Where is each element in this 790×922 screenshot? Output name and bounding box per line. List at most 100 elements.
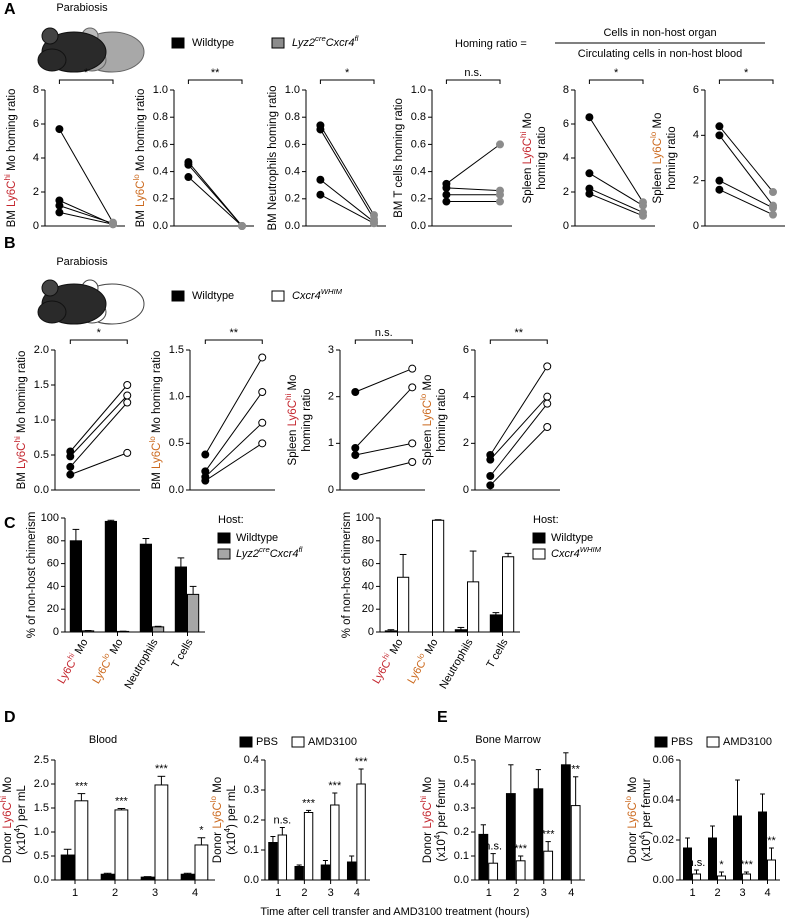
data-point	[109, 220, 117, 229]
y-tick-label: 0.0	[153, 220, 168, 232]
y-tick-label: 0	[693, 220, 699, 232]
panel-label: D	[4, 709, 16, 726]
x-tick-label-part: Ly6C	[405, 658, 428, 686]
data-point	[184, 173, 193, 182]
bar	[742, 873, 751, 881]
x-tick-label: 4	[568, 887, 574, 899]
legend-swatch	[217, 532, 231, 544]
y-tick-label: 3	[328, 344, 334, 356]
bar	[454, 629, 467, 633]
y-tick-label: 0.3	[244, 784, 259, 796]
y-axis-label: Spleen Ly6Chi Mo	[519, 113, 534, 204]
y-axis-label: (x104) per femur	[638, 778, 653, 861]
data-point	[201, 450, 210, 459]
significance-label: ***	[75, 781, 89, 793]
y-axis-label-part: BM	[6, 207, 18, 227]
y-axis-label-part: Mo	[212, 777, 224, 796]
y-axis-label: Donor Ly6Chi Mo	[419, 777, 434, 863]
bar	[174, 566, 188, 633]
y-axis-label-part: lo	[419, 393, 428, 400]
y-axis-label-part: ) per femur	[436, 778, 448, 834]
significance-label: *	[719, 859, 724, 871]
y-axis-label-part: ) per mL	[16, 785, 28, 828]
significance-bracket	[445, 79, 501, 84]
bar	[277, 834, 288, 881]
panel-label: E	[437, 709, 448, 726]
y-tick-label: 2.0	[34, 778, 49, 790]
y-axis-label-part: hi	[0, 796, 8, 802]
y-tick-label: 0.5	[169, 437, 184, 449]
bar	[346, 861, 357, 881]
legend-label-part: cre	[259, 545, 270, 554]
y-axis-label: Spleen Ly6Clo Mo	[649, 113, 664, 204]
y-tick-label: 0.5	[454, 754, 469, 766]
bar	[356, 783, 366, 881]
panel-label: A	[4, 1, 16, 18]
bar	[708, 837, 717, 881]
y-axis-label-part: Donor	[627, 829, 639, 864]
bar	[140, 876, 155, 881]
legend-label-part: Lyz2	[236, 548, 259, 560]
x-tick-label-part: Mo	[71, 637, 91, 659]
y-tick-label: 0.1	[244, 844, 259, 856]
y-axis-label: BM T cells homing ratio	[393, 98, 405, 218]
y-tick-label: 4	[563, 152, 569, 164]
pair-line	[319, 129, 375, 220]
parabiosis-label: Parabiosis	[56, 2, 108, 14]
bar	[100, 873, 115, 881]
significance-bracket	[204, 339, 263, 344]
y-axis-label-part: Donor	[212, 829, 224, 864]
significance-label: n.s.	[464, 67, 482, 79]
bar	[397, 576, 410, 633]
y-tick-label: 0.5	[34, 850, 49, 862]
y-tick-label: 0	[33, 220, 39, 232]
bar	[104, 520, 118, 633]
data-point	[715, 185, 724, 194]
y-axis-label-part: Spleen	[652, 164, 664, 203]
homing-ratio-label: Homing ratio =	[455, 38, 527, 50]
x-tick-label: 3	[152, 887, 158, 899]
pair-line	[69, 402, 128, 468]
legend-swatch	[271, 37, 285, 49]
significance-label: *	[614, 67, 619, 79]
y-tick-label: 0.0	[285, 220, 300, 232]
panel-label: C	[4, 515, 16, 532]
y-tick-label: 4	[463, 391, 469, 403]
y-tick-label: 0.4	[411, 166, 426, 178]
x-tick-label: Neutrophils	[437, 637, 475, 692]
y-axis-label: BM Ly6Clo Mo homing ratio	[148, 351, 163, 490]
data-point	[55, 208, 64, 217]
significance-label: n.s.	[273, 814, 291, 826]
significance-label: *	[345, 67, 350, 79]
chart-title: Bone Marrow	[475, 734, 540, 746]
x-tick-label: Ly6Chi Mo	[367, 635, 405, 686]
data-point	[639, 201, 647, 210]
significance-bracket	[58, 79, 114, 84]
legend-label: Wildtype	[236, 532, 278, 544]
data-point	[769, 210, 777, 219]
legend-label-part: cre	[315, 34, 326, 43]
data-point	[408, 458, 417, 466]
legend-label-part: WHIM	[580, 545, 602, 554]
data-point	[496, 140, 504, 149]
y-axis-label: BM Ly6Chi Mo homing ratio	[13, 351, 28, 490]
data-point	[585, 113, 594, 122]
y-tick-label: 0.0	[454, 874, 469, 886]
x-tick-label: Ly6Chi Mo	[52, 635, 90, 686]
y-axis-label-part: 4	[13, 827, 22, 832]
x-tick-label: 3	[541, 887, 547, 899]
pair-line	[489, 426, 548, 486]
significance-bracket	[187, 79, 243, 84]
data-point	[201, 476, 210, 485]
y-tick-label: 0.4	[153, 166, 168, 178]
bar	[543, 850, 554, 881]
data-point	[442, 183, 451, 192]
y-axis-label-part: Ly6C	[627, 802, 639, 828]
y-axis-label-part: 4	[638, 834, 647, 839]
significance-bracket	[588, 79, 644, 84]
y-axis-label-part: Ly6C	[287, 400, 299, 426]
y-axis-label-part: BM	[16, 469, 28, 489]
bar	[74, 800, 89, 881]
pair-line	[204, 391, 263, 472]
significance-bracket	[69, 339, 128, 344]
